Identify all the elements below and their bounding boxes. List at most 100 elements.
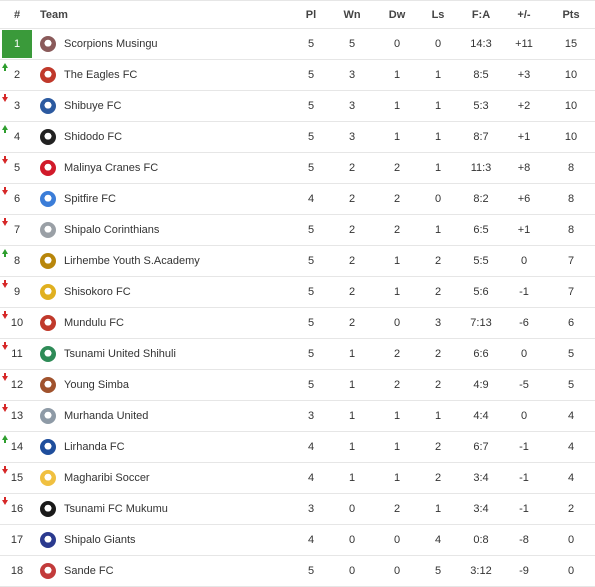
points-cell: 10 — [564, 69, 578, 81]
team-cell[interactable]: Shipalo Corinthians — [40, 215, 280, 245]
young-simba-crest-icon — [40, 377, 56, 393]
position-cell: 12 — [0, 370, 34, 400]
team-name[interactable]: Shipalo Giants — [64, 534, 136, 546]
header-position[interactable]: # — [13, 8, 21, 21]
team-name[interactable]: Murhanda United — [64, 410, 149, 422]
won-cell: 1 — [348, 379, 356, 391]
team-cell[interactable]: Scorpions Musingu — [40, 29, 280, 59]
table-row[interactable]: 8 Lirhembe Youth S.Academy 5 2 1 2 5:5 0 7 — [0, 246, 595, 277]
table-row[interactable]: 3 Shibuye FC 5 3 1 1 5:3 +2 10 — [0, 91, 595, 122]
table-row[interactable]: 17 Shipalo Giants 4 0 0 4 0:8 -8 0 — [0, 525, 595, 556]
team-name[interactable]: Shipalo Corinthians — [64, 224, 160, 236]
team-cell[interactable]: Spitfire FC — [40, 184, 280, 214]
header-played[interactable]: Pl — [305, 8, 317, 21]
drawn-cell: 2 — [393, 348, 401, 360]
position-number: 4 — [13, 131, 21, 143]
table-row[interactable]: 9 Shisokoro FC 5 2 1 2 5:6 -1 7 — [0, 277, 595, 308]
lost-cell: 2 — [434, 441, 442, 453]
team-cell[interactable]: The Eagles FC — [40, 60, 280, 90]
played-cell: 5 — [307, 255, 315, 267]
position-cell: 10 — [0, 308, 34, 338]
goal-difference-cell: -1 — [519, 286, 529, 298]
drawn-cell: 1 — [393, 69, 401, 81]
team-name[interactable]: Scorpions Musingu — [64, 38, 158, 50]
team-name[interactable]: Lirhembe Youth S.Academy — [64, 255, 200, 267]
team-cell[interactable]: Shisokoro FC — [40, 277, 280, 307]
goal-difference-cell: -1 — [519, 503, 529, 515]
points-cell: 0 — [567, 565, 575, 577]
header-drawn[interactable]: Dw — [388, 8, 406, 21]
team-name[interactable]: Tsunami FC Mukumu — [64, 503, 168, 515]
team-name[interactable]: Malinya Cranes FC — [64, 162, 159, 174]
lost-cell: 1 — [434, 131, 442, 143]
team-cell[interactable]: Shidodo FC — [40, 122, 280, 152]
position-number: 10 — [10, 317, 24, 329]
team-cell[interactable]: Murhanda United — [40, 401, 280, 431]
position-cell: 4 — [0, 122, 34, 152]
team-name[interactable]: Tsunami United Shihuli — [64, 348, 176, 360]
drawn-cell: 0 — [393, 317, 401, 329]
table-row[interactable]: 16 Tsunami FC Mukumu 3 0 2 1 3:4 -1 2 — [0, 494, 595, 525]
drawn-cell: 1 — [393, 255, 401, 267]
team-name[interactable]: Mundulu FC — [64, 317, 124, 329]
team-name[interactable]: The Eagles FC — [64, 69, 138, 81]
table-row[interactable]: 6 Spitfire FC 4 2 2 0 8:2 +6 8 — [0, 184, 595, 215]
team-name[interactable]: Spitfire FC — [64, 193, 116, 205]
goal-difference-cell: -9 — [519, 565, 529, 577]
header-points[interactable]: Pts — [562, 8, 580, 21]
team-cell[interactable]: Tsunami FC Mukumu — [40, 494, 280, 524]
table-row[interactable]: 14 Lirhanda FC 4 1 1 2 6:7 -1 4 — [0, 432, 595, 463]
position-number: 14 — [10, 441, 24, 453]
header-goal-difference[interactable]: +/- — [517, 8, 531, 21]
header-won[interactable]: Wn — [343, 8, 361, 21]
team-cell[interactable]: Lirhembe Youth S.Academy — [40, 246, 280, 276]
for-against-cell: 14:3 — [470, 38, 492, 50]
lost-cell: 1 — [434, 503, 442, 515]
team-name[interactable]: Shidodo FC — [64, 131, 123, 143]
team-name[interactable]: Lirhanda FC — [64, 441, 125, 453]
team-name[interactable]: Magharibi Soccer — [64, 472, 150, 484]
drawn-cell: 1 — [393, 472, 401, 484]
position-number: 6 — [13, 193, 21, 205]
team-name[interactable]: Shibuye FC — [64, 100, 122, 112]
trend-down-icon — [2, 187, 8, 195]
team-name[interactable]: Shisokoro FC — [64, 286, 131, 298]
for-against-cell: 5:6 — [473, 286, 489, 298]
team-cell[interactable]: Lirhanda FC — [40, 432, 280, 462]
spitfire-crest-icon — [40, 191, 56, 207]
drawn-cell: 1 — [393, 100, 401, 112]
table-body: 1 Scorpions Musingu 5 5 0 0 14:3 +11 15 2 The Eagl… — [0, 29, 595, 587]
team-cell[interactable]: Tsunami United Shihuli — [40, 339, 280, 369]
won-cell: 2 — [348, 162, 356, 174]
header-team[interactable]: Team — [40, 8, 68, 21]
team-cell[interactable]: Young Simba — [40, 370, 280, 400]
team-cell[interactable]: Malinya Cranes FC — [40, 153, 280, 183]
table-row[interactable]: 2 The Eagles FC 5 3 1 1 8:5 +3 10 — [0, 60, 595, 91]
header-for-against[interactable]: F:A — [471, 8, 491, 21]
table-row[interactable]: 4 Shidodo FC 5 3 1 1 8:7 +1 10 — [0, 122, 595, 153]
table-row[interactable]: 10 Mundulu FC 5 2 0 3 7:13 -6 6 — [0, 308, 595, 339]
trend-down-icon — [2, 280, 8, 288]
points-cell: 15 — [564, 38, 578, 50]
table-row[interactable]: 11 Tsunami United Shihuli 5 1 2 2 6:6 0 5 — [0, 339, 595, 370]
table-row[interactable]: 1 Scorpions Musingu 5 5 0 0 14:3 +11 15 — [0, 29, 595, 60]
drawn-cell: 1 — [393, 441, 401, 453]
header-lost[interactable]: Ls — [431, 8, 445, 21]
trend-down-icon — [2, 218, 8, 226]
table-row[interactable]: 13 Murhanda United 3 1 1 1 4:4 0 4 — [0, 401, 595, 432]
goal-difference-cell: -1 — [519, 441, 529, 453]
team-name[interactable]: Sande FC — [64, 565, 114, 577]
team-cell[interactable]: Mundulu FC — [40, 308, 280, 338]
team-cell[interactable]: Magharibi Soccer — [40, 463, 280, 493]
table-row[interactable]: 5 Malinya Cranes FC 5 2 2 1 11:3 +8 8 — [0, 153, 595, 184]
table-row[interactable]: 18 Sande FC 5 0 0 5 3:12 -9 0 — [0, 556, 595, 587]
played-cell: 3 — [307, 503, 315, 515]
trend-down-icon — [2, 311, 8, 319]
table-row[interactable]: 7 Shipalo Corinthians 5 2 2 1 6:5 +1 8 — [0, 215, 595, 246]
team-cell[interactable]: Shipalo Giants — [40, 525, 280, 555]
table-row[interactable]: 15 Magharibi Soccer 4 1 1 2 3:4 -1 4 — [0, 463, 595, 494]
team-cell[interactable]: Shibuye FC — [40, 91, 280, 121]
team-name[interactable]: Young Simba — [64, 379, 130, 391]
team-cell[interactable]: Sande FC — [40, 556, 280, 586]
table-row[interactable]: 12 Young Simba 5 1 2 2 4:9 -5 5 — [0, 370, 595, 401]
